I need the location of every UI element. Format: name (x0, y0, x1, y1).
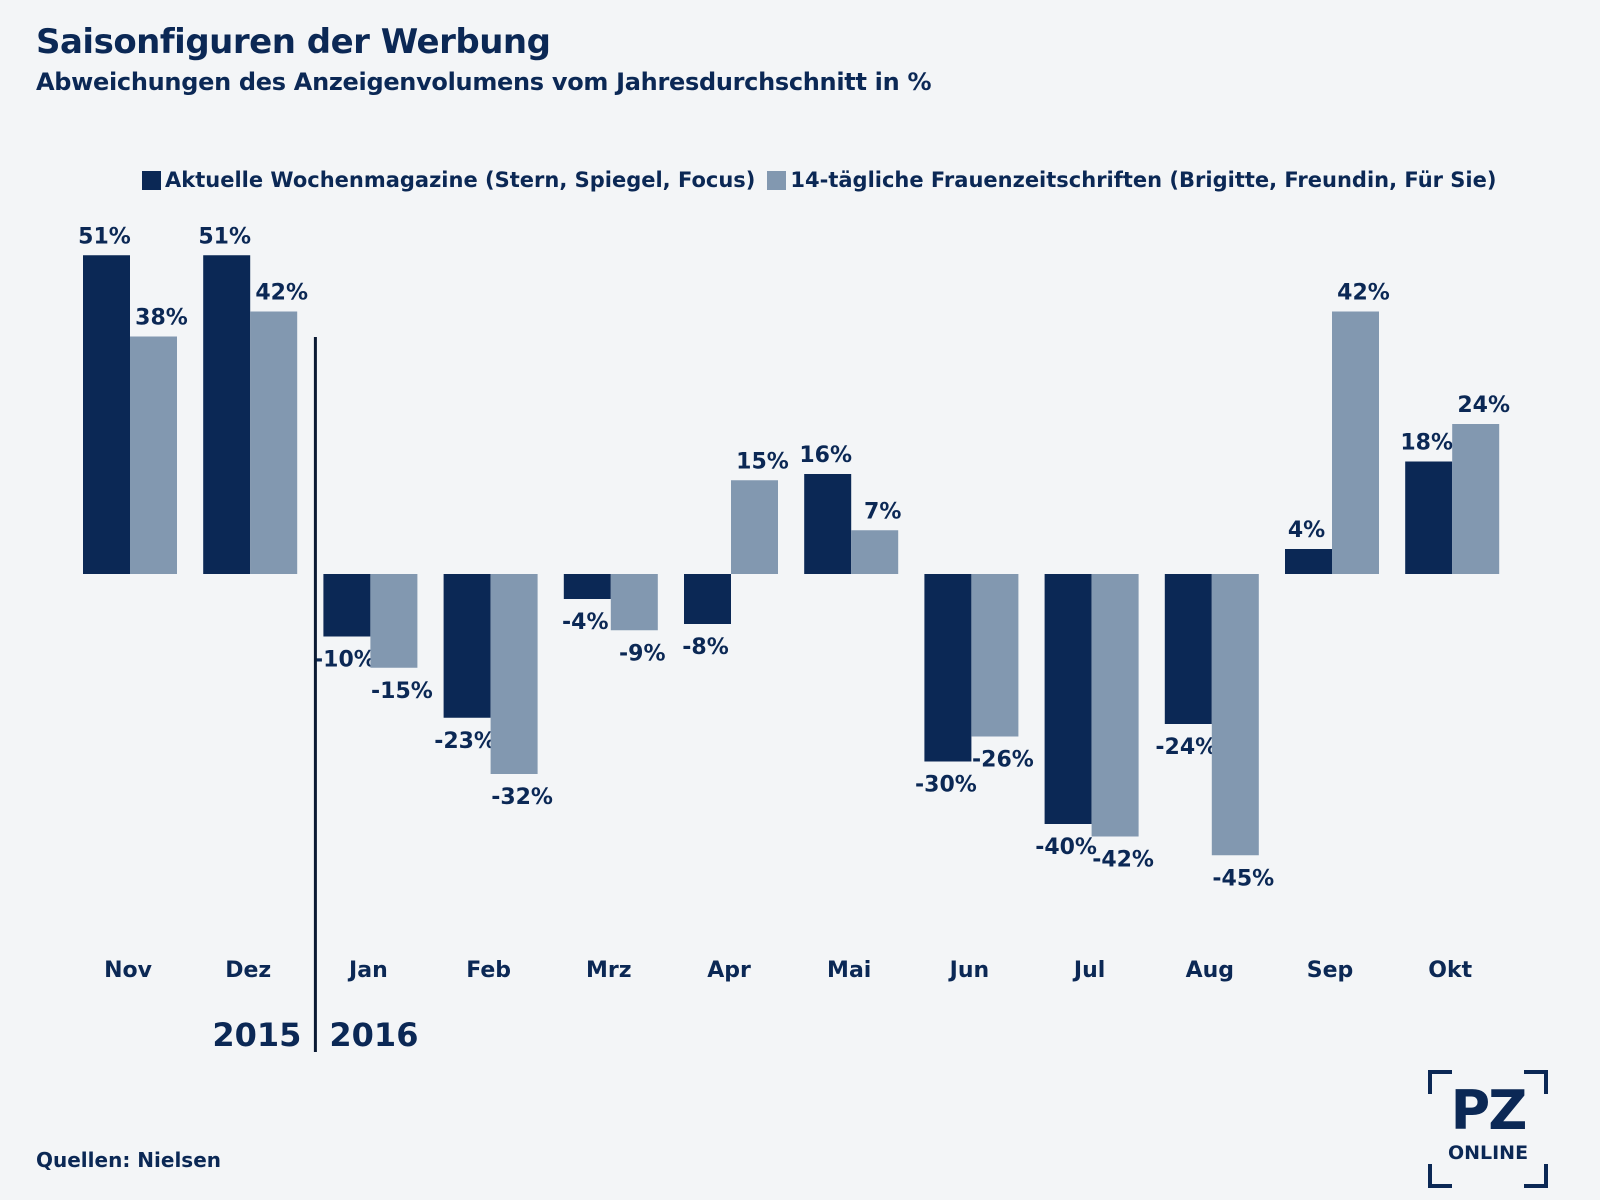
data-label-jun-series-1: -30% (915, 773, 977, 798)
bar-mai-series-2 (851, 530, 899, 574)
legend-label-wochenmagazine: Aktuelle Wochenmagazine (Stern, Spiegel,… (165, 168, 756, 192)
x-tick-label-okt: Okt (1428, 958, 1472, 983)
data-label-jul-series-2: -42% (1092, 848, 1154, 873)
bar-jun-series-1 (924, 574, 972, 762)
x-tick-label-feb: Feb (466, 958, 511, 983)
logo-text-sub: ONLINE (1447, 1142, 1529, 1164)
bar-sep-series-2 (1332, 311, 1379, 574)
bar-jun-series-2 (971, 574, 1019, 737)
bar-jul-series-2 (1091, 574, 1139, 837)
x-tick-label-jan: Jan (347, 958, 388, 983)
chart-title: Saisonfiguren der Werbung (36, 22, 551, 62)
chart-subtitle: Abweichungen des Anzeigenvolumens vom Ja… (36, 68, 932, 96)
bar-dez-series-1 (203, 255, 251, 574)
x-tick-label-mai: Mai (827, 958, 871, 983)
pz-online-logo: PZ ONLINE (1428, 1070, 1548, 1188)
data-label-jan-series-2: -15% (371, 679, 433, 704)
data-label-sep-series-1: 4% (1288, 518, 1325, 543)
x-tick-label-aug: Aug (1186, 958, 1234, 983)
bar-aug-series-1 (1164, 574, 1212, 724)
bar-nov-series-2 (130, 336, 177, 574)
bar-dez-series-2 (250, 311, 298, 574)
bar-jul-series-1 (1044, 574, 1092, 824)
data-label-okt-series-2: 24% (1457, 393, 1510, 418)
logo-text-main: PZ (1450, 1079, 1528, 1142)
x-tick-label-jun: Jun (948, 958, 990, 983)
x-tick-label-mrz: Mrz (586, 958, 632, 983)
bar-sep-series-1 (1285, 549, 1332, 574)
data-label-aug-series-1: -24% (1155, 735, 1217, 760)
x-tick-label-sep: Sep (1307, 958, 1354, 983)
data-label-nov-series-2: 38% (135, 306, 188, 331)
bar-mai-series-1 (804, 474, 852, 574)
data-label-jun-series-2: -26% (972, 748, 1034, 773)
data-label-apr-series-1: -8% (682, 635, 728, 660)
bar-mrz-series-2 (610, 574, 658, 631)
data-label-feb-series-2: -32% (491, 785, 553, 810)
data-label-dez-series-1: 51% (198, 224, 251, 249)
data-label-mrz-series-2: -9% (619, 641, 665, 666)
source-note: Quellen: Nielsen (36, 1148, 221, 1172)
data-label-mai-series-1: 16% (799, 443, 852, 468)
data-label-okt-series-1: 18% (1400, 431, 1453, 456)
bar-nov-series-1 (83, 255, 130, 574)
bar-okt-series-1 (1405, 461, 1453, 574)
bar-jan-series-1 (323, 574, 371, 637)
legend-item-wochenmagazine: Aktuelle Wochenmagazine (Stern, Spiegel,… (142, 168, 755, 192)
bar-okt-series-2 (1452, 424, 1500, 574)
year-label-2016: 2016 (329, 1016, 418, 1054)
bar-apr-series-1 (684, 574, 731, 624)
bar-feb-series-1 (443, 574, 491, 718)
data-label-dez-series-2: 42% (255, 281, 308, 306)
bar-apr-series-2 (731, 480, 778, 574)
data-label-feb-series-1: -23% (434, 729, 496, 754)
legend: Aktuelle Wochenmagazine (Stern, Spiegel,… (142, 168, 1496, 192)
x-tick-label-dez: Dez (225, 958, 271, 983)
data-label-nov-series-1: 51% (78, 224, 131, 249)
year-label-2015: 2015 (212, 1016, 301, 1054)
data-label-jul-series-1: -40% (1035, 835, 1097, 860)
x-tick-label-apr: Apr (707, 958, 751, 983)
legend-label-frauenzeitschriften: 14-tägliche Frauenzeitschriften (Brigitt… (790, 168, 1497, 192)
legend-swatch-wochenmagazine (142, 170, 161, 190)
data-label-mai-series-2: 7% (864, 499, 901, 524)
data-label-aug-series-2: -45% (1212, 866, 1274, 891)
bar-mrz-series-1 (563, 574, 611, 599)
x-tick-label-nov: Nov (104, 958, 153, 983)
data-label-jan-series-1: -10% (314, 648, 376, 673)
data-label-sep-series-2: 42% (1337, 281, 1390, 306)
bar-jan-series-2 (370, 574, 418, 668)
data-label-mrz-series-1: -4% (562, 610, 608, 635)
x-tick-label-jul: Jul (1072, 958, 1105, 983)
legend-swatch-frauenzeitschriften (767, 170, 787, 190)
bar-aug-series-2 (1211, 574, 1259, 856)
data-label-apr-series-2: 15% (736, 449, 789, 474)
bar-feb-series-2 (490, 574, 538, 774)
legend-item-frauenzeitschriften: 14-tägliche Frauenzeitschriften (Brigitt… (767, 168, 1496, 192)
